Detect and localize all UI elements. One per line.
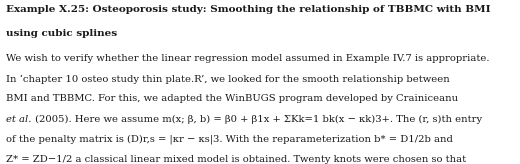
Text: BMI and TBBMC. For this, we adapted the WinBUGS program developed by Crainiceanu: BMI and TBBMC. For this, we adapted the … <box>6 94 458 103</box>
Text: We wish to verify whether the linear regression model assumed in Example IV.7 is: We wish to verify whether the linear reg… <box>6 54 490 63</box>
Text: Example X.25: Osteoporosis study: Smoothing the relationship of TBBMC with BMI: Example X.25: Osteoporosis study: Smooth… <box>6 5 491 14</box>
Text: of the penalty matrix is (D)r,s = |κr − κs|3. With the reparameterization b* = D: of the penalty matrix is (D)r,s = |κr − … <box>6 135 453 144</box>
Text: (2005). Here we assume m(x; β, b) = β0 + β1x + ΣKk=1 bk(x − κk)3+. The (r, s)th : (2005). Here we assume m(x; β, b) = β0 +… <box>32 115 482 124</box>
Text: In ‘chapter 10 osteo study thin plate.R’, we looked for the smooth relationship : In ‘chapter 10 osteo study thin plate.R’… <box>6 74 450 84</box>
Text: et al.: et al. <box>6 115 32 124</box>
Text: using cubic splines: using cubic splines <box>6 29 118 38</box>
Text: Z* = ZD−1/2 a classical linear mixed model is obtained. Twenty knots were chosen: Z* = ZD−1/2 a classical linear mixed mod… <box>6 155 466 164</box>
